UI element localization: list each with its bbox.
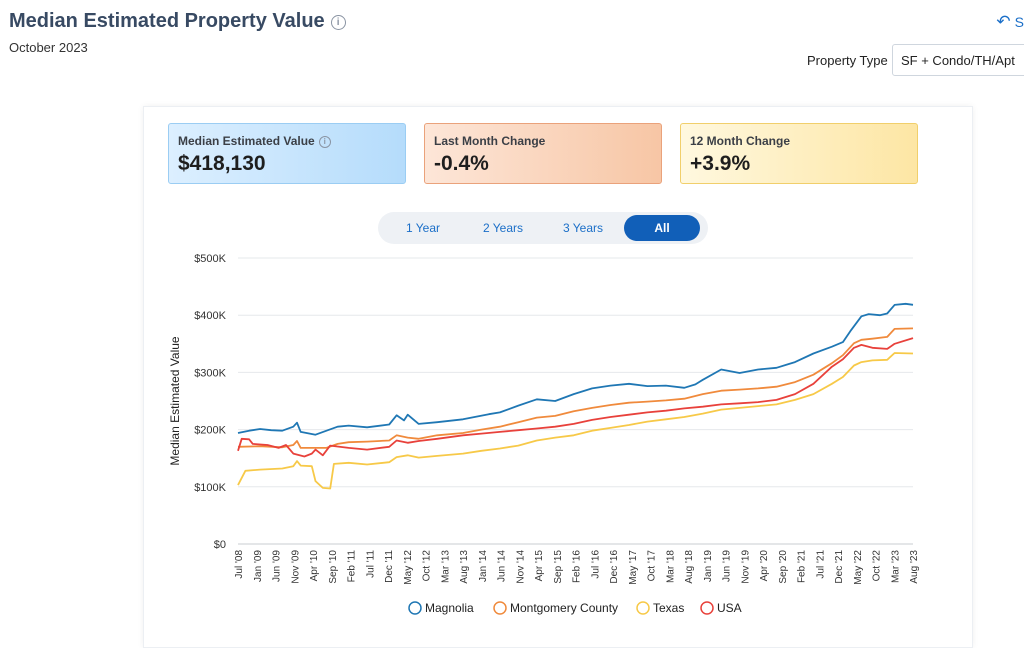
y-tick-label: $200K — [194, 425, 226, 437]
x-tick-label: Jul '16 — [590, 550, 601, 579]
twelve-month-change-stat: 12 Month Change +3.9% — [680, 123, 918, 184]
x-tick-label: Apr '15 — [534, 550, 545, 582]
chart-card: Median Estimated Value i $418,130 Last Mo… — [143, 106, 973, 648]
x-tick-label: Dec '21 — [834, 550, 845, 584]
x-tick-label: Feb '16 — [572, 550, 583, 583]
x-tick-label: Nov '14 — [515, 550, 526, 584]
x-tick-label: Feb '11 — [347, 550, 358, 583]
x-tick-label: Oct '17 — [647, 550, 658, 582]
y-axis-title: Median Estimated Value — [168, 336, 182, 466]
y-tick-label: $100K — [194, 482, 226, 494]
x-tick-label: Jan '09 — [253, 550, 264, 582]
x-tick-label: Jan '19 — [703, 550, 714, 582]
legend-marker — [408, 601, 422, 615]
x-tick-label: Sep '20 — [778, 550, 789, 584]
x-tick-label: Oct '12 — [422, 550, 433, 582]
x-tick-label: Mar '18 — [665, 550, 676, 583]
x-tick-label: Jun '14 — [497, 550, 508, 582]
legend-label: Montgomery County — [510, 601, 618, 615]
x-tick-label: Jun '09 — [272, 550, 283, 582]
x-tick-label: Nov '19 — [740, 550, 751, 584]
range-tabs: 1 Year 2 Years 3 Years All — [378, 212, 708, 244]
x-tick-label: Mar '23 — [890, 550, 901, 583]
x-tick-label: Jul '21 — [815, 550, 826, 579]
stat-value: $418,130 — [178, 152, 266, 175]
x-tick-label: May '22 — [853, 550, 864, 585]
series-line-magnolia — [237, 302, 914, 436]
x-tick-label: Jun '19 — [722, 550, 733, 582]
stat-value: -0.4% — [434, 152, 489, 175]
x-tick-label: Aug '18 — [684, 550, 695, 584]
legend-marker — [493, 601, 507, 615]
stat-label: Last Month Change — [434, 134, 546, 148]
stat-value: +3.9% — [690, 152, 751, 175]
series-line-texas — [237, 352, 914, 490]
legend-marker — [700, 601, 714, 615]
info-icon[interactable]: i — [330, 15, 346, 30]
share-button[interactable]: ↶ S — [996, 12, 1024, 31]
x-tick-label: Dec '16 — [609, 550, 620, 584]
legend-label: Texas — [653, 601, 684, 615]
share-arrow-icon: ↶ — [996, 12, 1011, 31]
x-tick-label: Feb '21 — [797, 550, 808, 583]
y-tick-label: $400K — [194, 310, 226, 322]
x-tick-label: May '17 — [628, 550, 639, 585]
page-subtitle: October 2023 — [9, 40, 88, 55]
x-tick-label: Dec '11 — [384, 550, 395, 583]
legend-marker — [636, 601, 650, 615]
series-line-montgomery-county — [237, 327, 914, 449]
median-value-stat: Median Estimated Value i $418,130 — [168, 123, 406, 184]
x-tick-label: Nov '09 — [290, 550, 301, 584]
x-tick-label: Aug '23 — [909, 550, 920, 584]
property-type-select[interactable]: SF + Condo/TH/Apt — [892, 44, 1024, 76]
stat-label: Median Estimated Value i — [178, 134, 396, 148]
x-tick-label: Aug '13 — [459, 550, 470, 584]
tab-2-years[interactable]: 2 Years — [482, 221, 524, 235]
page-title: Median Estimated Property Value i — [9, 10, 346, 33]
stat-label: 12 Month Change — [690, 134, 791, 148]
x-tick-label: Jan '14 — [478, 550, 489, 582]
y-tick-label: $300K — [194, 367, 226, 379]
info-icon[interactable]: i — [318, 136, 331, 148]
y-tick-label: $500K — [194, 253, 226, 265]
tab-3-years[interactable]: 3 Years — [562, 221, 604, 235]
x-tick-label: May '12 — [403, 550, 414, 585]
y-tick-label: $0 — [214, 539, 226, 551]
series-line-usa — [237, 337, 914, 458]
x-tick-label: Mar '13 — [440, 550, 451, 583]
legend-label: USA — [717, 601, 742, 615]
x-tick-label: Sep '10 — [328, 550, 339, 584]
tab-1-year[interactable]: 1 Year — [405, 221, 441, 235]
x-tick-label: Jul '11 — [365, 550, 376, 578]
property-type-label: Property Type — [807, 53, 888, 68]
x-tick-label: Jul '08 — [234, 550, 245, 579]
x-tick-label: Apr '10 — [309, 550, 320, 582]
x-tick-label: Apr '20 — [759, 550, 770, 582]
x-tick-label: Sep '15 — [553, 550, 564, 584]
x-tick-label: Oct '22 — [872, 550, 883, 582]
last-month-change-stat: Last Month Change -0.4% — [424, 123, 662, 184]
tab-all[interactable]: All — [624, 215, 700, 241]
legend-label: Magnolia — [425, 601, 474, 615]
